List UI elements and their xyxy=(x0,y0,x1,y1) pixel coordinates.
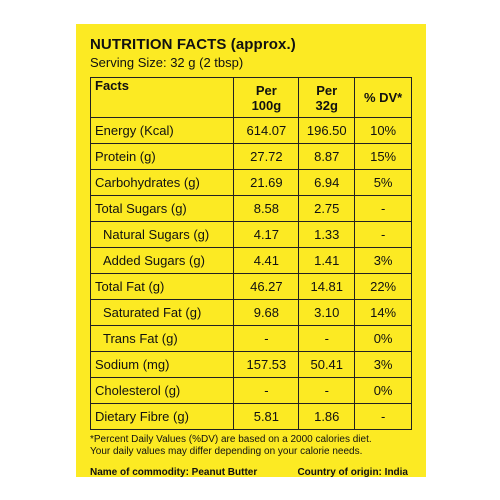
header-per-32g-line1: Per xyxy=(316,82,338,98)
row-per100: 21.69 xyxy=(233,169,300,196)
row-dv: 10% xyxy=(354,117,412,144)
table-row: Sodium (mg) 157.53 50.41 3% xyxy=(89,351,412,378)
header-per-100g-line1: Per xyxy=(255,82,277,98)
row-per100: 157.53 xyxy=(233,351,300,378)
header-facts: Facts xyxy=(89,77,235,118)
row-per32: - xyxy=(298,325,356,352)
row-per100: 614.07 xyxy=(233,117,300,144)
row-per32: 196.50 xyxy=(298,117,356,144)
row-dv: 15% xyxy=(354,143,412,170)
commodity-origin-row: Name of commodity: Peanut Butter Country… xyxy=(90,467,412,478)
header-dv: % DV* xyxy=(354,77,412,118)
row-per100: 8.58 xyxy=(233,195,300,222)
row-per32: 2.75 xyxy=(298,195,356,222)
row-per100: 9.68 xyxy=(233,299,300,326)
table-row: Saturated Fat (g) 9.68 3.10 14% xyxy=(89,299,412,326)
commodity-name: Name of commodity: Peanut Butter xyxy=(90,467,258,478)
row-per32: - xyxy=(298,377,356,404)
header-per-100g-line2: 100g xyxy=(251,97,282,113)
table-row: Total Fat (g) 46.27 14.81 22% xyxy=(89,273,412,300)
row-name: Natural Sugars (g) xyxy=(89,221,235,248)
row-per100: 4.41 xyxy=(233,247,300,274)
row-dv: 3% xyxy=(354,247,412,274)
table-row: Natural Sugars (g) 4.17 1.33 - xyxy=(89,221,412,248)
row-dv: - xyxy=(354,195,412,222)
table-row: Cholesterol (g) - - 0% xyxy=(89,377,412,404)
row-per32: 1.86 xyxy=(298,403,356,430)
header-per-32g: Per 32g xyxy=(298,77,356,118)
row-name: Cholesterol (g) xyxy=(89,377,235,404)
row-per32: 1.33 xyxy=(298,221,356,248)
footnote-line-2: Your daily values may differ depending o… xyxy=(90,446,363,457)
nutrition-table: Facts Per 100g Per 32g % DV* Energy (Kca… xyxy=(89,77,412,430)
row-name: Sodium (mg) xyxy=(89,351,235,378)
row-name: Dietary Fibre (g) xyxy=(89,403,235,430)
row-name: Total Sugars (g) xyxy=(89,195,235,222)
row-name: Energy (Kcal) xyxy=(89,117,235,144)
table-row: Energy (Kcal) 614.07 196.50 10% xyxy=(89,117,412,144)
table-row: Protein (g) 27.72 8.87 15% xyxy=(89,143,412,170)
row-per32: 3.10 xyxy=(298,299,356,326)
row-dv: - xyxy=(354,403,412,430)
row-per32: 8.87 xyxy=(298,143,356,170)
table-header-row: Facts Per 100g Per 32g % DV* xyxy=(89,77,412,118)
footnote: *Percent Daily Values (%DV) are based on… xyxy=(90,434,412,458)
row-per32: 1.41 xyxy=(298,247,356,274)
row-per100: 5.81 xyxy=(233,403,300,430)
row-per100: - xyxy=(233,377,300,404)
row-name: Protein (g) xyxy=(89,143,235,170)
row-dv: 22% xyxy=(354,273,412,300)
row-dv: 3% xyxy=(354,351,412,378)
table-row: Dietary Fibre (g) 5.81 1.86 - xyxy=(89,403,412,430)
row-per100: - xyxy=(233,325,300,352)
table-row: Carbohydrates (g) 21.69 6.94 5% xyxy=(89,169,412,196)
row-per32: 50.41 xyxy=(298,351,356,378)
table-row: Trans Fat (g) - - 0% xyxy=(89,325,412,352)
serving-size: Serving Size: 32 g (2 tbsp) xyxy=(90,55,244,70)
row-name: Total Fat (g) xyxy=(89,273,235,300)
row-name: Carbohydrates (g) xyxy=(89,169,235,196)
header-per-32g-line2: 32g xyxy=(315,97,338,113)
row-name: Trans Fat (g) xyxy=(89,325,235,352)
row-dv: 5% xyxy=(354,169,412,196)
row-name: Saturated Fat (g) xyxy=(89,299,235,326)
row-per100: 46.27 xyxy=(233,273,300,300)
nutrition-label: NUTRITION FACTS (approx.) Serving Size: … xyxy=(76,24,426,478)
table-row: Added Sugars (g) 4.41 1.41 3% xyxy=(89,247,412,274)
row-per32: 14.81 xyxy=(298,273,356,300)
row-dv: 0% xyxy=(354,377,412,404)
country-of-origin: Country of origin: India xyxy=(297,467,408,478)
row-dv: - xyxy=(354,221,412,248)
row-per100: 27.72 xyxy=(233,143,300,170)
table-row: Total Sugars (g) 8.58 2.75 - xyxy=(89,195,412,222)
row-per32: 6.94 xyxy=(298,169,356,196)
label-title: NUTRITION FACTS (approx.) xyxy=(90,36,296,53)
row-per100: 4.17 xyxy=(233,221,300,248)
header-per-100g: Per 100g xyxy=(233,77,300,118)
row-dv: 14% xyxy=(354,299,412,326)
footnote-line-1: *Percent Daily Values (%DV) are based on… xyxy=(90,434,372,445)
row-name: Added Sugars (g) xyxy=(89,247,235,274)
row-dv: 0% xyxy=(354,325,412,352)
